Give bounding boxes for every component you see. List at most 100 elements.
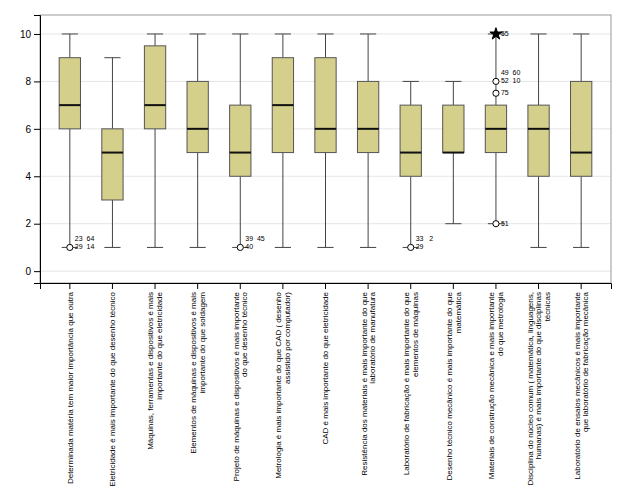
upper-whisker bbox=[538, 34, 539, 105]
x-tick-label-line: assistido por computador) bbox=[283, 292, 292, 384]
x-tick-mark bbox=[69, 283, 70, 289]
lower-whisker bbox=[112, 200, 113, 247]
median bbox=[102, 152, 123, 154]
lower-cap bbox=[530, 247, 546, 248]
x-tick: Disciplina do núcleo comum ( matemática,… bbox=[526, 283, 553, 485]
upper-cap bbox=[445, 81, 461, 82]
lower-whisker bbox=[69, 129, 70, 248]
x-tick-label-line: elementos de máquinas bbox=[411, 292, 420, 377]
x-axis: Determinada matéria tem maior importânci… bbox=[41, 283, 612, 487]
x-tick: Determinada matéria tem maior importânci… bbox=[66, 283, 75, 484]
outlier-label: 29 14 bbox=[75, 243, 95, 250]
median bbox=[357, 128, 378, 130]
box bbox=[315, 34, 336, 247]
x-tick-mark bbox=[155, 283, 156, 289]
median bbox=[144, 104, 165, 106]
median bbox=[315, 128, 336, 130]
lower-whisker bbox=[410, 176, 411, 247]
outlier-label: 23 64 bbox=[75, 235, 95, 242]
box bbox=[230, 34, 251, 247]
lower-cap bbox=[147, 247, 163, 248]
x-tick-label-line: Desenho técnico mecânico é mais importan… bbox=[445, 291, 454, 480]
plot: 23 6429 1439 454033 229517549 6052 10550… bbox=[20, 15, 612, 487]
y-tick-label: 8 bbox=[25, 76, 31, 87]
x-tick-label-line: humanas) é mais importante do que discip… bbox=[534, 292, 543, 459]
lower-cap bbox=[104, 247, 120, 248]
y-tick-label: 4 bbox=[25, 171, 31, 182]
upper-cap bbox=[403, 81, 419, 82]
outlier bbox=[408, 244, 414, 250]
box bbox=[571, 34, 592, 247]
x-tick-label-line: CAD é mais importante do que eletricidad… bbox=[321, 291, 330, 444]
box-body bbox=[315, 58, 336, 153]
x-axis-line bbox=[41, 284, 612, 290]
box bbox=[485, 34, 506, 224]
upper-whisker bbox=[155, 34, 156, 46]
x-tick-mark bbox=[368, 283, 369, 289]
x-tick-label-line: matemática bbox=[454, 291, 463, 333]
upper-cap bbox=[190, 33, 206, 34]
y-tick: 2 bbox=[25, 218, 40, 229]
x-tick-label: Disciplina do núcleo comum ( matemática,… bbox=[526, 292, 553, 485]
x-tick: Eletricidade é mais importante do que de… bbox=[108, 283, 117, 487]
x-tick-mark bbox=[240, 283, 241, 289]
lower-cap bbox=[360, 247, 376, 248]
upper-whisker bbox=[240, 34, 241, 105]
x-tick-label-line: do que metrologia bbox=[496, 291, 505, 356]
outlier bbox=[493, 90, 499, 96]
box bbox=[59, 34, 80, 247]
median bbox=[187, 128, 208, 130]
upper-cap bbox=[573, 33, 589, 34]
box-body bbox=[571, 81, 592, 176]
lower-cap bbox=[190, 247, 206, 248]
x-tick-label-line: Laboratório de fabricação é mais importa… bbox=[402, 291, 411, 475]
x-tick: CAD é mais importante do que eletricidad… bbox=[321, 283, 330, 445]
x-tick-label-line: Disciplina do núcleo comum ( matemática,… bbox=[526, 292, 535, 485]
outlier bbox=[493, 221, 499, 227]
x-tick: Resistência dos materiais é mais importa… bbox=[360, 283, 378, 476]
grid-line bbox=[40, 128, 611, 129]
x-tick-label-line: do que desenho técnico bbox=[240, 291, 249, 377]
y-tick: 8 bbox=[25, 76, 40, 87]
plot-frame bbox=[40, 15, 611, 283]
box-body bbox=[187, 81, 208, 152]
upper-cap bbox=[147, 33, 163, 34]
box-body bbox=[272, 58, 293, 153]
x-tick: Elementos de máquinas e dispositivos é m… bbox=[189, 283, 207, 454]
upper-whisker bbox=[410, 81, 411, 105]
upper-cap bbox=[62, 33, 78, 34]
box-body bbox=[144, 46, 165, 129]
box bbox=[528, 34, 549, 247]
y-axis-line bbox=[34, 16, 41, 284]
outlier-label: 29 bbox=[416, 243, 424, 250]
x-tick-label-line: Materiais de construção mecânica e mais … bbox=[487, 291, 496, 479]
lower-cap bbox=[317, 247, 333, 248]
x-tick: Laboratório de fabricação é mais importa… bbox=[402, 283, 420, 475]
x-tick-label-line: Laboratório de ensaios mecânicos é mais … bbox=[573, 291, 582, 479]
annotations: 23 6429 1439 454033 229517549 6052 1055 bbox=[75, 30, 521, 250]
x-tick-label: Laboratório de fabricação é mais importa… bbox=[402, 291, 420, 475]
x-tick-mark bbox=[453, 283, 454, 289]
outlier bbox=[67, 244, 73, 250]
y-tick-label: 0 bbox=[25, 266, 31, 277]
upper-whisker bbox=[69, 34, 70, 58]
x-tick-mark bbox=[282, 283, 283, 289]
x-tick-mark bbox=[538, 283, 539, 289]
lower-whisker bbox=[325, 153, 326, 248]
outlier-label: 75 bbox=[501, 89, 509, 96]
y-tick-mark bbox=[34, 81, 40, 82]
x-tick-label-line: Eletricidade é mais importante do que de… bbox=[108, 291, 117, 486]
x-tick-mark bbox=[495, 283, 496, 289]
y-tick-label: 10 bbox=[20, 29, 32, 40]
median bbox=[400, 152, 421, 154]
x-tick-label: Determinada matéria tem maior importânci… bbox=[66, 291, 75, 484]
x-tick: Projeto de máquinas e dispositivos é mai… bbox=[232, 283, 250, 481]
lower-cap bbox=[445, 223, 461, 224]
lower-whisker bbox=[538, 176, 539, 247]
median bbox=[59, 104, 80, 106]
y-tick-mark bbox=[34, 34, 40, 35]
x-tick-label: CAD é mais importante do que eletricidad… bbox=[321, 291, 330, 444]
x-tick-label: Desenho técnico mecânico é mais importan… bbox=[445, 291, 463, 480]
x-tick: Desenho técnico mecânico é mais importan… bbox=[445, 283, 463, 481]
x-tick: Materiais de construção mecânica e mais … bbox=[487, 283, 505, 479]
